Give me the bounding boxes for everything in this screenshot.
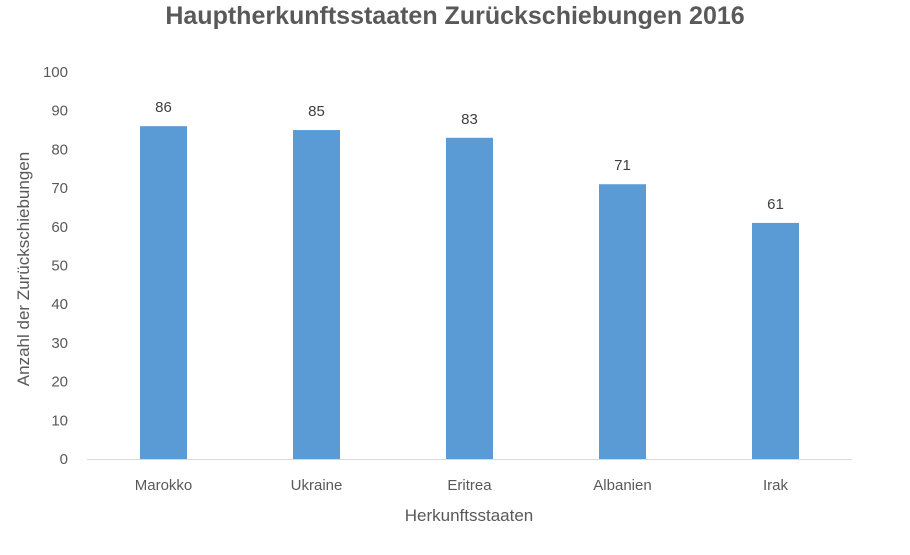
chart-title: Hauptherkunftsstaaten Zurückschiebungen … <box>165 2 744 30</box>
x-axis-label: Herkunftsstaaten <box>405 506 534 525</box>
y-tick-label: 10 <box>51 412 68 429</box>
x-tick-label: Ukraine <box>291 477 343 494</box>
data-labels: 86 85 83 71 61 <box>155 99 784 213</box>
y-axis-label: Anzahl der Zurückschiebungen <box>14 152 33 386</box>
x-tick-label: Marokko <box>135 477 193 494</box>
bars <box>140 126 799 460</box>
y-tick-label: 30 <box>51 335 68 352</box>
bar <box>752 222 799 459</box>
y-tick-label: 0 <box>60 451 68 468</box>
y-tick-label: 100 <box>43 64 68 81</box>
bar <box>293 130 340 460</box>
x-tick-label: Eritrea <box>447 477 492 494</box>
y-tick-label: 90 <box>51 103 68 120</box>
bar <box>599 184 646 460</box>
y-tick-label: 60 <box>51 219 68 236</box>
y-tick-label: 20 <box>51 374 68 391</box>
data-label: 61 <box>767 196 784 213</box>
y-tick-label: 40 <box>51 296 68 313</box>
y-tick-label: 70 <box>51 180 68 197</box>
data-label: 85 <box>308 103 325 120</box>
x-tick-label: Albanien <box>593 477 651 494</box>
data-label: 71 <box>614 157 631 174</box>
bar <box>446 137 493 460</box>
x-tick-label: Irak <box>763 477 789 494</box>
x-axis-ticks: Marokko Ukraine Eritrea Albanien Irak <box>135 477 789 494</box>
data-label: 86 <box>155 99 172 116</box>
y-axis-ticks: 0 10 20 30 40 50 60 70 80 90 100 <box>43 64 68 468</box>
bar <box>140 126 187 460</box>
y-tick-label: 50 <box>51 258 68 275</box>
y-tick-label: 80 <box>51 141 68 158</box>
data-label: 83 <box>461 111 478 128</box>
